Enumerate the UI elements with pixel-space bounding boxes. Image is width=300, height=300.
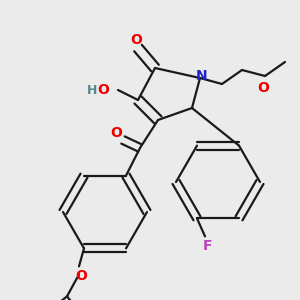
Text: O: O <box>97 83 109 97</box>
Text: O: O <box>75 269 87 284</box>
Text: O: O <box>110 126 122 140</box>
Text: N: N <box>196 69 208 83</box>
Text: O: O <box>130 33 142 47</box>
Text: F: F <box>202 239 212 254</box>
Text: H: H <box>87 83 97 97</box>
Text: O: O <box>257 81 269 95</box>
